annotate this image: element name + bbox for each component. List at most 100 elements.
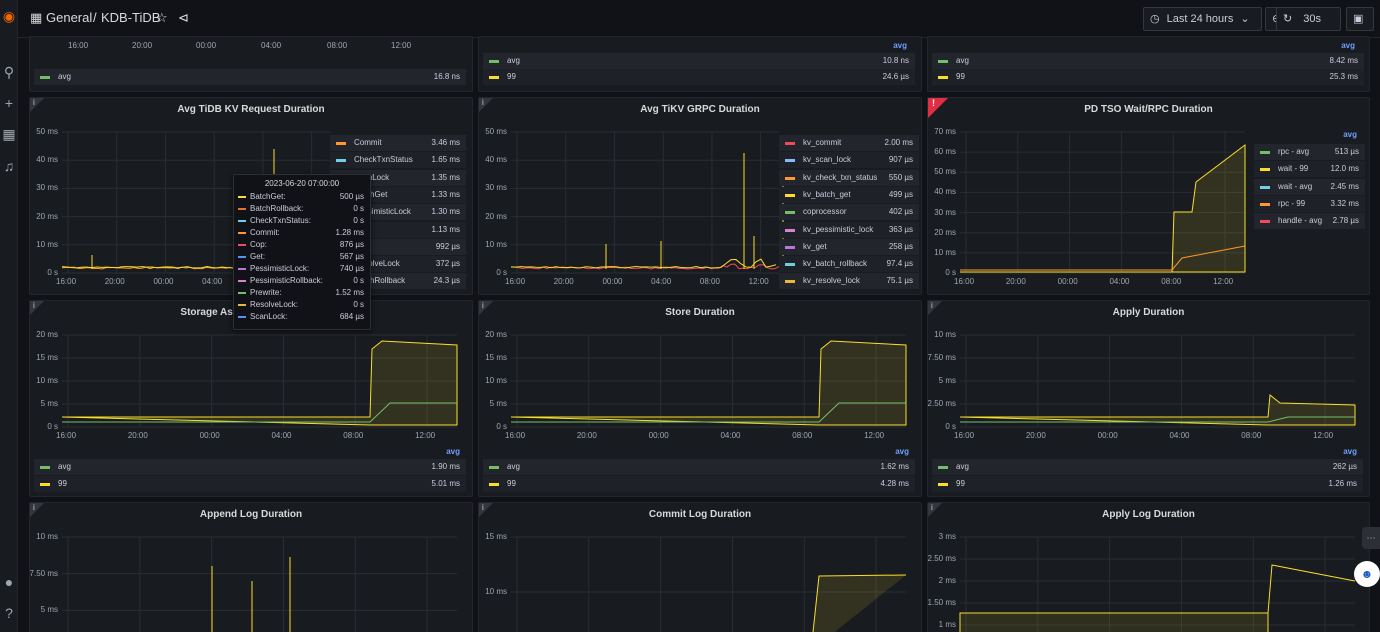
series-99 [811,575,906,632]
legend-series-value: 992 µs [436,239,460,255]
legend-item[interactable]: kv_batch_rollback 97.4 µs [779,256,919,272]
legend-series-value: 3.32 ms [1331,196,1359,212]
help-icon[interactable]: ? [1,605,17,621]
panel-title[interactable]: PD TSO Wait/RPC Duration [928,104,1369,115]
x-axis-tick: 00:00 [602,277,622,286]
legend-item[interactable]: handle - avg 2.78 µs [1254,213,1365,229]
legend-header-avg[interactable]: avg [1341,41,1355,50]
share-icon[interactable]: ⊲ [178,10,189,26]
user-avatar-icon[interactable]: ● [1,574,17,590]
legend-series-name: 99 [956,476,965,492]
partial-panel-2: avg avg 10.8 ns 99 24.6 µs [478,36,922,92]
legend-item[interactable]: 99 5.01 ms [34,476,466,492]
legend-series-value: 402 µs [889,204,913,220]
legend-series-value: 2.78 µs [1333,213,1359,229]
legend-item[interactable]: wait - avg 2.45 ms [1254,179,1365,195]
x-axis-tick: 20:00 [105,277,125,286]
legend-header-avg[interactable]: avg [1343,447,1357,456]
legend-item[interactable]: avg 262 µs [932,459,1363,475]
legend-series-value: 372 µs [436,256,460,272]
y-axis-tick: 10 ms [478,376,507,385]
legend-item[interactable]: 99 24.6 µs [483,69,915,85]
legend-series-name: rpc - 99 [1278,196,1305,212]
panel-title[interactable]: Store Duration [479,307,921,318]
legend-series-value: 1.26 ms [1329,476,1357,492]
legend-series-value: 550 µs [889,170,913,186]
series-99 [960,613,1268,632]
legend-item[interactable]: 99 25.3 ms [932,69,1364,85]
panel-pd-tso-wait-rpc-duration: ! PD TSO Wait/RPC Duration 70 ms 60 ms 50 ms… [927,97,1370,295]
y-axis-tick: 10 ms [29,532,58,541]
dashboards-grid-icon[interactable]: ▦ [30,10,42,26]
legend-item[interactable]: avg 1.90 ms [34,459,466,475]
panel-title[interactable]: Commit Log Duration [479,509,921,520]
legend-color-swatch [1260,151,1270,154]
panel-title[interactable]: Append Log Duration [30,509,472,520]
y-axis-tick: 3 ms [927,532,956,541]
x-axis-tick: 12:00 [749,277,769,286]
y-axis-tick: 5 ms [29,399,58,408]
refresh-picker[interactable]: ↻ 30s ⌄ [1276,7,1341,31]
breadcrumb-general[interactable]: General [46,10,92,25]
legend-item[interactable]: Commit 3.46 ms [330,135,466,151]
x-axis-tick: 12:00 [1213,277,1233,286]
legend-item[interactable]: kv_check_txn_status 550 µs [779,170,919,186]
legend-series-name: kv_resolve_lock [803,273,860,289]
tooltip-series-name: PessimisticRollback: [250,275,323,287]
y-axis-tick: 0 s [29,422,58,431]
legend-header-avg[interactable]: avg [893,41,907,50]
panel-title[interactable]: Avg TiDB KV Request Duration [30,104,472,115]
tooltip-color-swatch [238,292,246,294]
star-icon[interactable]: ☆ [156,10,168,26]
legend-item[interactable]: avg 10.8 ns [483,53,915,69]
search-icon[interactable]: ⚲ [1,64,17,80]
tooltip-row: BatchRollback: 0 s [238,203,364,215]
legend-header-avg[interactable]: avg [446,447,460,456]
legend-item[interactable]: 99 4.28 ms [483,476,915,492]
legend-item[interactable]: kv_pessimistic_lock 363 µs [779,222,919,238]
legend-item[interactable]: 99 1.26 ms [932,476,1363,492]
legend-item[interactable]: kv_get 258 µs [779,239,919,255]
legend-item[interactable]: CheckTxnStatus 1.65 ms [330,152,466,168]
x-axis-tick: 16:00 [56,431,76,440]
legend-item[interactable]: rpc - avg 513 µs [1254,144,1365,160]
legend-series-name: kv_check_txn_status [803,170,877,186]
legend-item[interactable]: avg 16.8 ns [34,69,466,85]
collapse-widget-button[interactable]: ⋯ [1362,527,1380,549]
grafana-logo-icon[interactable]: ◉ [1,8,17,24]
legend-series-name: avg [58,69,71,85]
y-axis-tick: 1.50 ms [927,598,956,607]
legend-item[interactable]: avg 1.62 ms [483,459,915,475]
plot-area [960,537,1355,632]
legend-series-value: 4.28 ms [881,476,909,492]
legend-item[interactable]: kv_scan_lock 907 µs [779,152,919,168]
legend-item[interactable]: kv_resolve_lock 75.1 µs [779,273,919,289]
plus-icon[interactable]: + [1,95,17,111]
dashboards-icon[interactable]: ▦ [1,126,17,142]
legend-item[interactable]: coprocessor 402 µs [779,204,919,220]
legend-header-avg[interactable]: avg [1343,130,1357,139]
y-axis-tick: 30 ms [478,183,507,192]
legend-series-value: 24.6 µs [883,69,909,85]
y-axis-tick: 40 ms [927,187,956,196]
y-axis-tick: 10 ms [927,330,956,339]
time-range-picker[interactable]: ◷ Last 24 hours ⌄ [1143,7,1262,31]
legend-item[interactable]: avg 8.42 ms [932,53,1364,69]
panel-title[interactable]: Apply Duration [928,307,1369,318]
legend-item[interactable]: kv_commit 2.00 ms [779,135,919,151]
panel-title[interactable]: Apply Log Duration [928,509,1369,520]
y-axis-tick: 30 ms [927,208,956,217]
dashboard-title[interactable]: KDB-TiDB [101,10,160,25]
tv-mode-button[interactable]: ▣ [1346,7,1374,31]
legend-item[interactable]: wait - 99 12.0 ms [1254,161,1365,177]
alert-bell-icon[interactable]: ♫ [1,158,17,174]
y-axis-tick: 15 ms [29,353,58,362]
legend-header-avg[interactable]: avg [895,447,909,456]
legend-color-swatch [40,466,50,469]
x-axis-tick: 00:00 [200,431,220,440]
assistant-bot-icon[interactable]: ☻ [1354,561,1380,587]
legend-item[interactable]: rpc - 99 3.32 ms [1254,196,1365,212]
panel-title[interactable]: Avg TiKV GRPC Duration [479,104,921,115]
legend-item[interactable]: kv_batch_get 499 µs [779,187,919,203]
chevron-down-icon: ⌄ [1240,13,1249,25]
